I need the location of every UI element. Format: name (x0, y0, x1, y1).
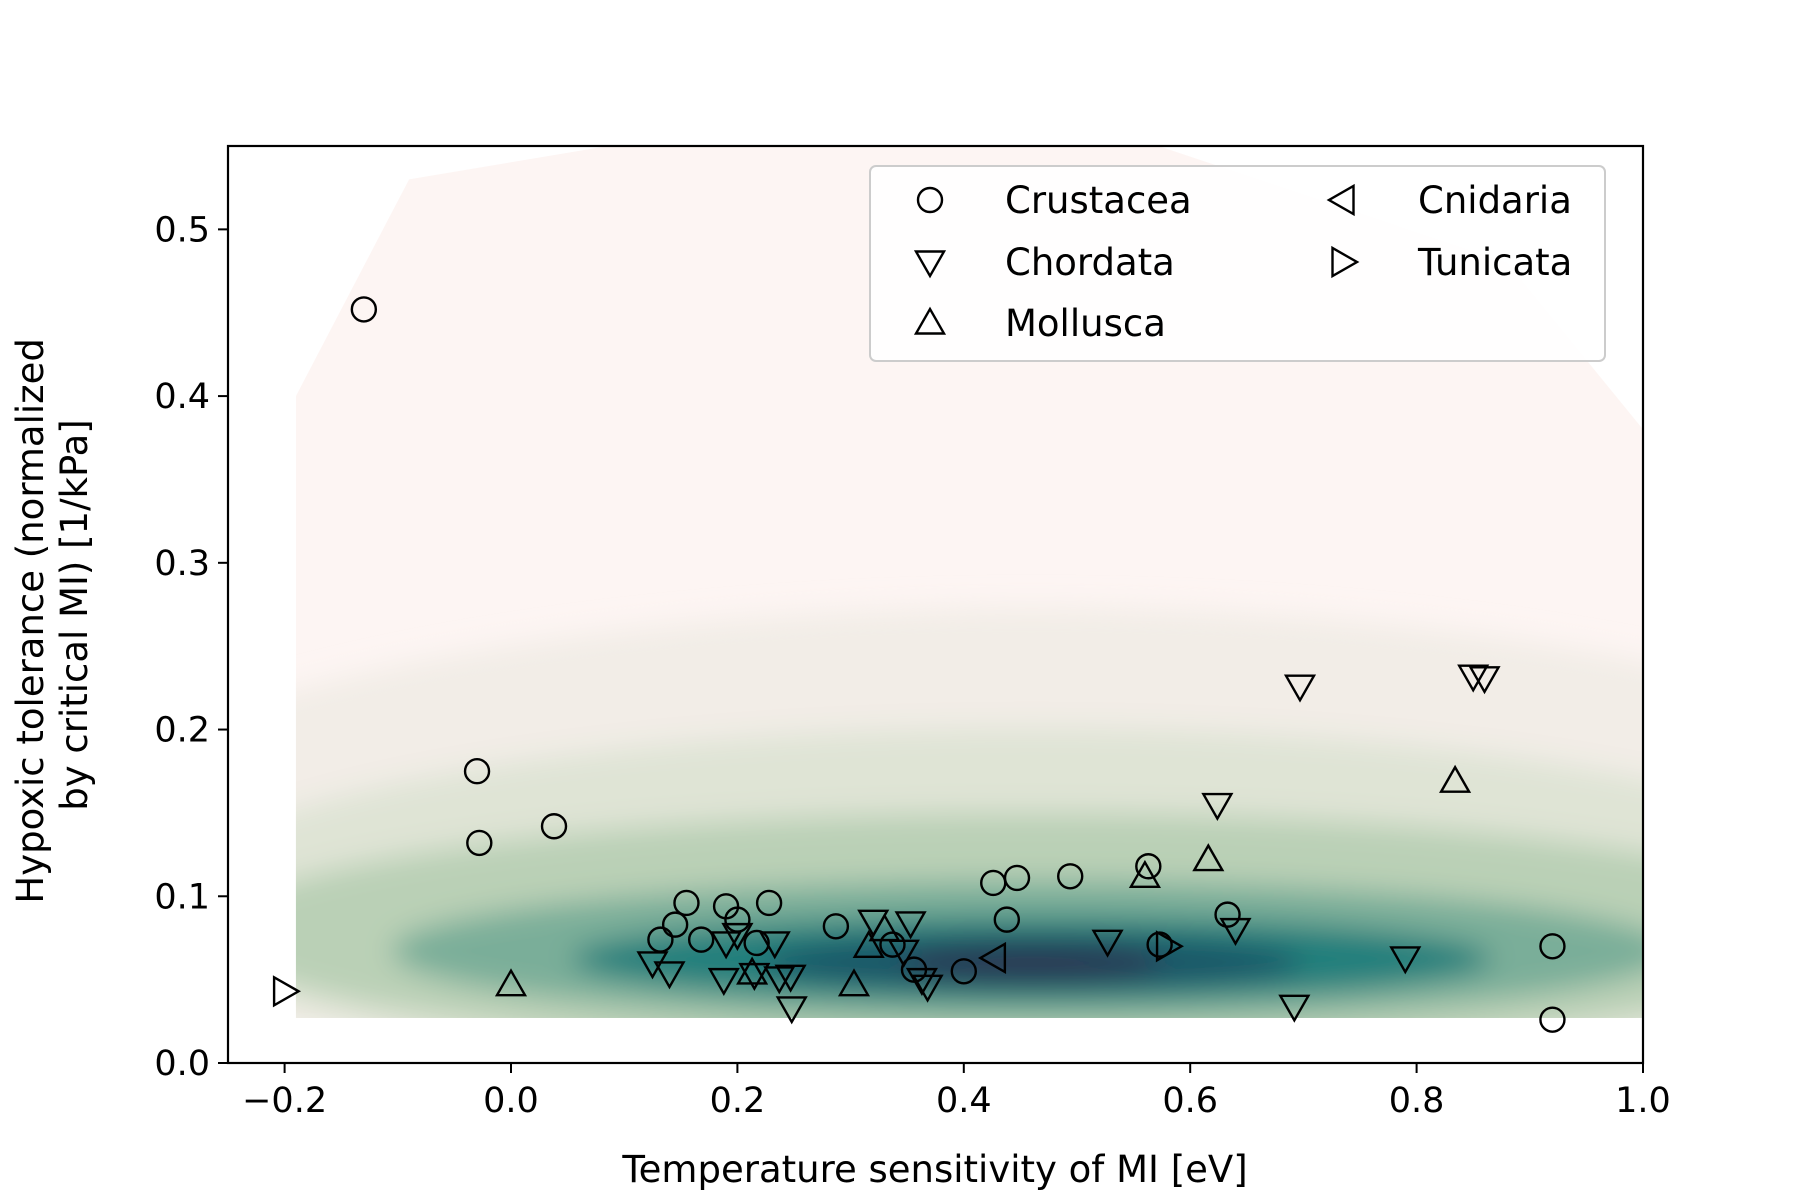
point-crustacea (466, 829, 493, 857)
point-chordata (1389, 946, 1422, 975)
point-chordata (721, 922, 754, 952)
point-chordata (774, 964, 807, 993)
point-chordata (763, 966, 796, 995)
x-tick-label: −0.2 (242, 1081, 327, 1121)
point-crustacea (1135, 853, 1162, 880)
series-chordata (636, 664, 1501, 1025)
point-crustacea (350, 296, 378, 323)
density-background (228, 146, 1643, 1063)
point-crustacea (661, 911, 689, 938)
legend-box (869, 165, 1606, 362)
point-chordata (1283, 674, 1317, 703)
legend-marker (1331, 245, 1360, 279)
series-cnidaria (977, 941, 1007, 975)
point-chordata (1278, 994, 1311, 1023)
legend-entry-mollusca: Mollusca (913, 302, 1166, 345)
legend-marker (916, 186, 944, 214)
point-crustacea (743, 929, 770, 957)
point-chordata (758, 931, 791, 960)
point-cnidaria (977, 941, 1007, 975)
x-tick-label: 0.0 (483, 1081, 539, 1121)
y-tick-label: 0.5 (154, 210, 210, 250)
point-mollusca (736, 956, 769, 985)
point-mollusca (868, 913, 901, 942)
point-tunicata (1155, 930, 1184, 963)
data-points (272, 296, 1566, 1033)
y-axis-label-line-2: by critical MI) [1/kPa] (53, 419, 96, 810)
point-chordata (887, 939, 920, 968)
x-tick-label: 0.6 (1162, 1081, 1218, 1121)
legend-label: Mollusca (1005, 302, 1166, 345)
point-chordata (1468, 666, 1501, 695)
legend-marker (1326, 183, 1355, 217)
plot-frame (226, 144, 1645, 1065)
point-chordata (911, 974, 944, 1003)
y-tick-label: 0.3 (154, 544, 210, 584)
legend-label: Tunicata (1417, 241, 1572, 284)
point-chordata (636, 951, 669, 980)
y-tick-label: 0.0 (154, 1044, 210, 1084)
y-axis-label: Hypoxic tolerance (normalized by critica… (9, 326, 96, 903)
legend-entry-chordata: Chordata (913, 241, 1175, 284)
y-axis-label-line-1: Hypoxic tolerance (normalized (9, 338, 52, 903)
point-mollusca (1128, 859, 1161, 888)
point-crustacea (1214, 901, 1241, 928)
point-crustacea (687, 926, 715, 953)
series-tunicata (272, 930, 1184, 1008)
point-chordata (710, 931, 743, 960)
x-tick-label: 0.2 (710, 1081, 766, 1121)
point-chordata (653, 961, 686, 990)
density-mask-bottom (228, 1017, 1643, 1063)
y-tick-label: 0.1 (154, 877, 210, 917)
point-chordata (894, 911, 927, 940)
x-axis-label: Temperature sensitivity of MI [eV] (621, 1148, 1247, 1191)
legend-label: Chordata (1005, 241, 1175, 284)
x-tick-label: 1.0 (1615, 1081, 1671, 1121)
point-crustacea (950, 958, 977, 985)
series-mollusca (494, 764, 1472, 997)
point-crustacea (879, 931, 906, 958)
legend-entry-cnidaria: Cnidaria (1326, 179, 1572, 222)
point-crustacea (540, 813, 568, 840)
y-tick-label: 0.4 (154, 377, 210, 417)
legend-marker (913, 250, 947, 279)
density-mask-left (228, 146, 296, 1063)
point-crustacea (993, 906, 1021, 933)
legend-label: Cnidaria (1418, 179, 1572, 222)
point-tunicata (272, 975, 302, 1008)
point-mollusca (852, 929, 885, 958)
density-core (228, 608, 1643, 1063)
legend-marker (913, 306, 947, 335)
point-crustacea (463, 758, 491, 785)
point-mollusca (494, 968, 528, 997)
x-tick-label: 0.8 (1389, 1081, 1445, 1121)
point-crustacea (1539, 933, 1566, 960)
point-crustacea (755, 889, 783, 917)
x-tick-label: 0.4 (936, 1081, 992, 1121)
point-mollusca (837, 968, 871, 997)
axes: −0.2 0.0 0.2 0.4 0.6 0.8 1.0 0.0 0.1 0.2 0.3 0.4 0.5 (154, 144, 1671, 1121)
point-mollusca (1192, 843, 1225, 872)
legend-entry-crustacea: Crustacea (916, 179, 1192, 222)
legend-label: Crustacea (1005, 179, 1192, 222)
point-crustacea (673, 889, 700, 917)
legend: Crustacea Chordata Mollusca Cnidaria Tunicat… (869, 165, 1606, 362)
point-chordata (905, 967, 938, 997)
legend-entry-tunicata: Tunicata (1331, 241, 1572, 284)
point-crustacea (1539, 1006, 1566, 1033)
point-chordata (1091, 929, 1124, 958)
point-chordata (707, 967, 740, 997)
point-chordata (775, 996, 808, 1025)
point-crustacea (1003, 864, 1031, 892)
y-tick-label: 0.2 (154, 711, 210, 751)
density-level-7 (901, 942, 1162, 983)
point-chordata (1219, 917, 1252, 947)
point-crustacea (1057, 863, 1084, 890)
point-mollusca (1439, 764, 1472, 793)
point-chordata (1457, 664, 1490, 693)
point-crustacea (822, 913, 850, 940)
point-chordata (1201, 792, 1234, 821)
